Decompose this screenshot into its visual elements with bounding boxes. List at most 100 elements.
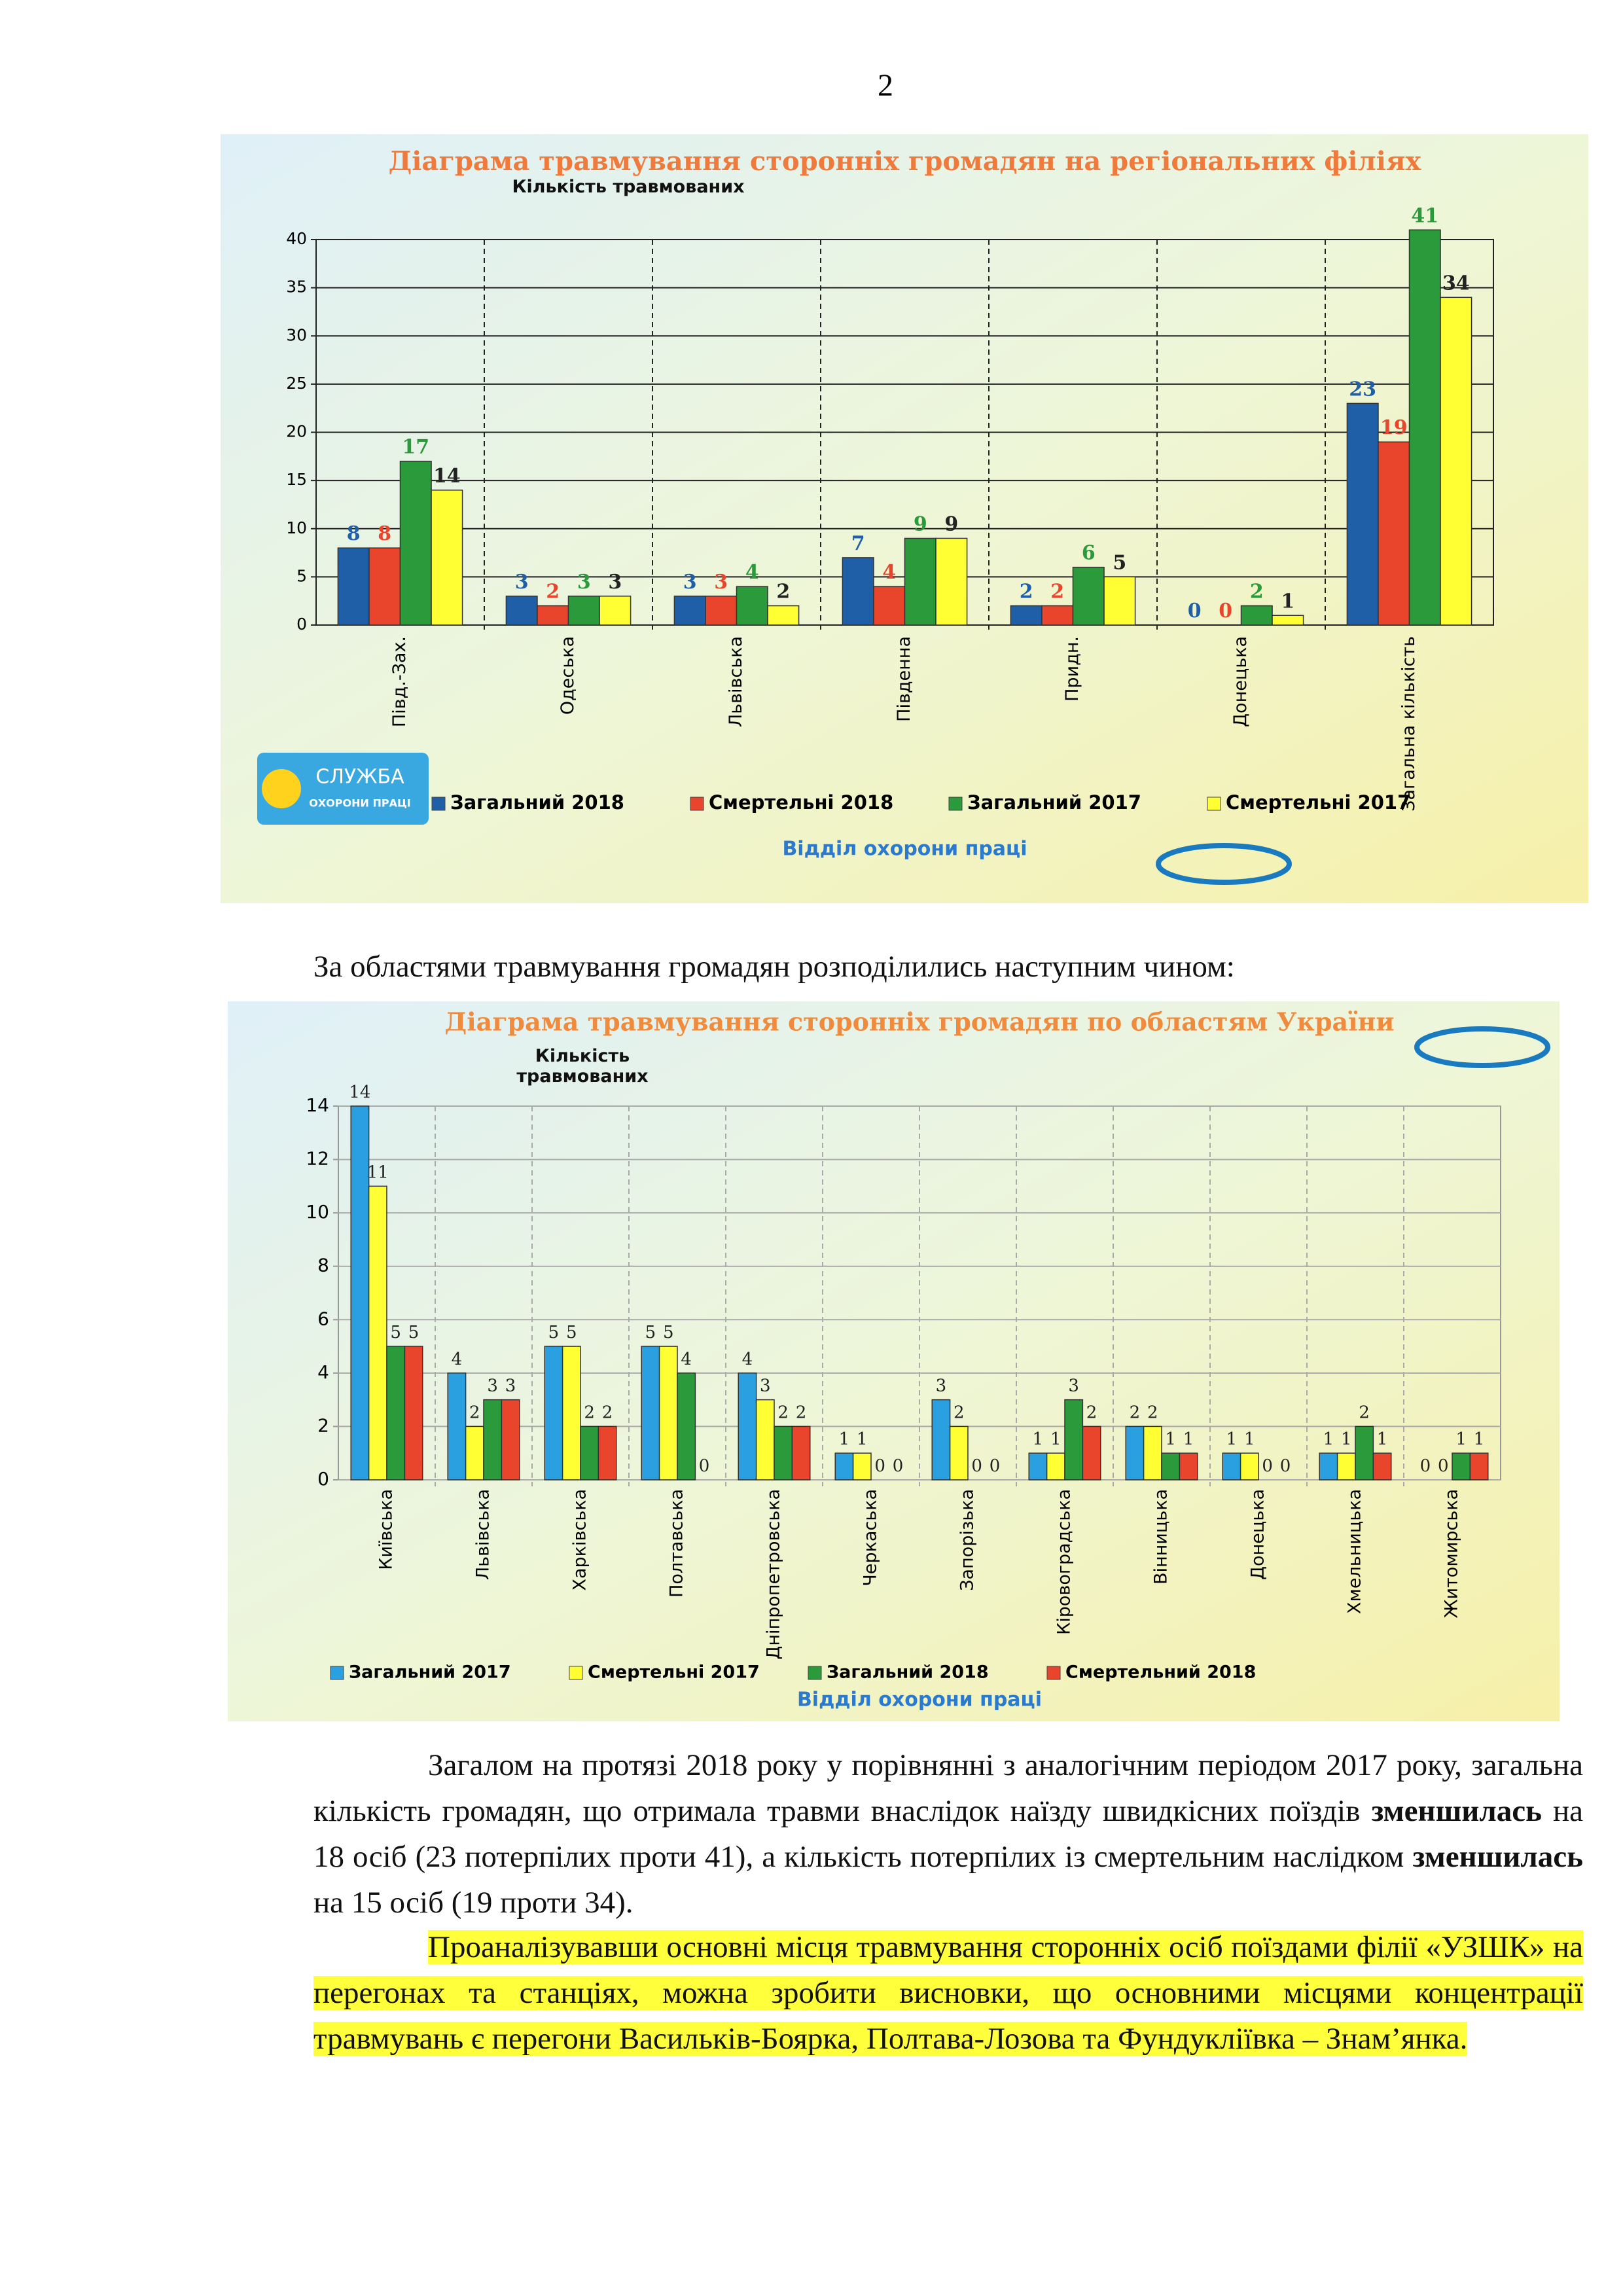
bold-text: зменшилась [1371,1794,1542,1828]
x-tick-label: Кіровоградська [1054,1489,1075,1635]
y-tick-label: 4 [317,1361,329,1383]
bar [1161,1452,1181,1480]
bar [677,1372,696,1480]
legend-swatch [431,797,446,811]
data-label: 3 [505,1376,516,1396]
bar [337,547,370,626]
data-label: 41 [1411,204,1438,227]
data-label: 6 [1082,542,1096,565]
bar [774,1426,793,1480]
y-tick-label: 10 [306,1201,329,1223]
bar [580,1426,599,1480]
data-label: 9 [944,512,958,535]
bar [465,1426,484,1480]
data-label: 2 [1086,1403,1097,1422]
bar [386,1346,406,1480]
y-tick-label: 0 [317,1468,329,1490]
bar [641,1346,660,1480]
data-label: 3 [1068,1376,1079,1396]
data-label: 2 [1130,1403,1141,1422]
bar [1072,566,1105,626]
x-tick-label: Черкаська [861,1489,881,1587]
data-label: 3 [515,571,529,594]
x-tick-label: Львівська [473,1489,493,1580]
data-label: 2 [777,1403,789,1422]
data-label: 1 [1050,1429,1061,1449]
legend-swatch [948,797,963,811]
x-tick-label: Київська [376,1489,397,1570]
bar [1319,1452,1338,1480]
paragraph: Загалом на протязі 2018 року у порівнянн… [313,1742,1583,1926]
text-run: За областями травмування громадян розпод… [313,950,1235,984]
bar [1082,1426,1101,1480]
x-tick-label: Житомирська [1442,1489,1462,1619]
legend-label: Загальний 2018 [827,1662,989,1683]
legend-swatch [569,1666,583,1680]
x-tick-label: Півд.-Зах. [389,636,410,727]
data-label: 4 [745,561,759,584]
y-tick-label: 15 [286,470,307,489]
data-label: 1 [1033,1429,1044,1449]
data-label: 3 [577,571,591,594]
bar [1408,229,1441,626]
data-label: 5 [408,1323,419,1342]
chart-footer: Відділ охорони праці [782,838,1027,861]
bar [1355,1426,1374,1480]
bar [852,1452,872,1480]
data-label: 1 [1377,1429,1388,1449]
data-label: 34 [1442,272,1470,295]
data-label: 19 [1380,416,1408,439]
bar [738,1372,757,1480]
data-label: 2 [954,1403,965,1422]
bar [562,1346,581,1480]
legend-label: Смертельний 2018 [1065,1662,1256,1683]
y-axis-label-box: Кількість травмованих [512,177,745,197]
bar [949,1426,969,1480]
x-tick-label: Полтавська [667,1489,687,1598]
data-label: 0 [1188,600,1202,622]
y-axis-label-box: Кількість травмованих [516,1046,648,1086]
data-label: 2 [796,1403,807,1422]
data-label: 2 [1359,1403,1370,1422]
data-label: 0 [1420,1456,1431,1476]
data-label: 5 [390,1323,401,1342]
data-label: 0 [990,1456,1001,1476]
bar [431,490,463,626]
data-label: 9 [914,512,927,535]
x-tick-label: Вінницька [1151,1489,1171,1585]
x-tick-label: Запорізька [957,1489,978,1591]
data-label: 3 [683,571,697,594]
legend-swatch [1207,797,1221,811]
x-tick-label: Донецька [1248,1489,1268,1580]
data-label: 2 [469,1403,480,1422]
bar [1143,1426,1162,1480]
data-label: 5 [1113,551,1126,574]
y-tick-label: 6 [317,1308,329,1329]
bar [368,547,401,626]
text-run: на 15 осіб (19 проти 34). [313,1886,633,1920]
bar [1222,1452,1241,1480]
chart-title: Діаграма травмування сторонніх громадян … [444,1007,1394,1037]
data-label: 3 [760,1376,771,1396]
x-tick-label: Одеська [558,636,578,715]
bar [1440,296,1472,626]
bar [399,460,432,626]
legend-swatch [330,1666,344,1680]
emblem [1414,1026,1550,1068]
data-label: 3 [608,571,622,594]
y-tick-label: 12 [306,1148,329,1170]
data-label: 0 [699,1456,710,1476]
chart-background [228,1001,1560,1721]
data-label: 1 [1183,1429,1194,1449]
chart-title: Діаграма травмування сторонніх громадян … [389,146,1422,177]
data-label: 4 [452,1350,463,1369]
legend-swatch [808,1666,822,1680]
bar [834,1452,854,1480]
bar [767,605,800,626]
data-label: 0 [1262,1456,1273,1476]
y-axis-label: Кількість травмованих [512,177,745,197]
bar [544,1346,563,1480]
text-run: Проаналізувавши основні місця травмуванн… [313,1930,1583,2056]
bar [368,1185,387,1480]
